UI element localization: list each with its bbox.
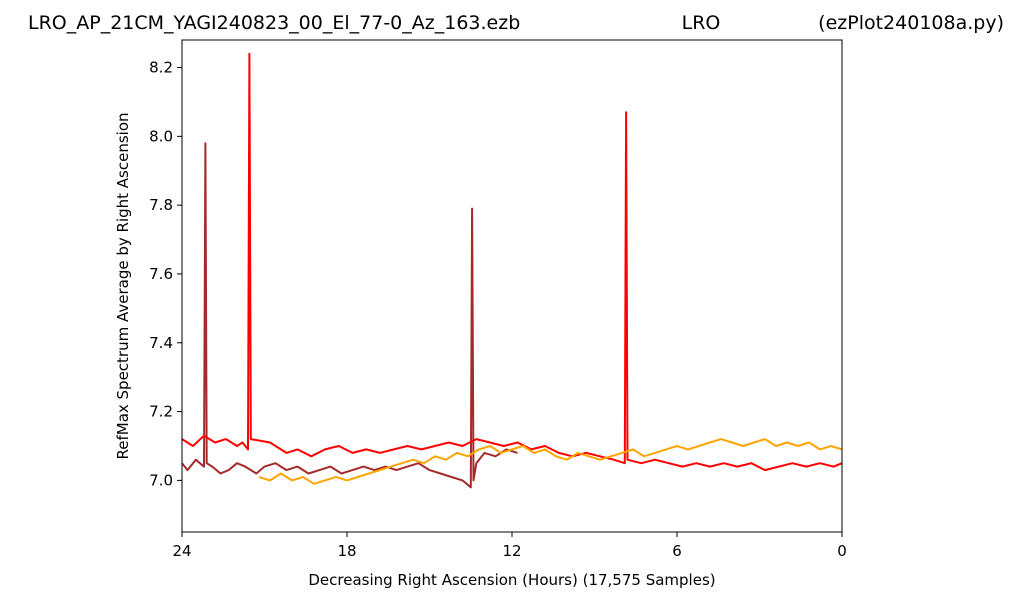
chart-title-filename: LRO_AP_21CM_YAGI240823_00_El_77-0_Az_163… [28, 12, 520, 34]
y-tick-label: 7.0 [149, 471, 173, 489]
x-tick-label: 24 [172, 542, 191, 560]
y-tick-label: 8.0 [149, 127, 173, 145]
y-axis: 7.0 7.2 7.4 7.6 7.8 8.0 8.2 [149, 59, 182, 489]
series-line-2 [182, 52, 842, 472]
y-tick-label: 7.2 [149, 403, 173, 421]
x-tick-label: 0 [837, 542, 847, 560]
chart-title-script: (ezPlot240108a.py) [818, 12, 1004, 34]
x-axis-label: Decreasing Right Ascension (Hours) (17,5… [308, 571, 715, 589]
series-line-1 [182, 142, 518, 489]
x-tick-label: 18 [337, 542, 356, 560]
y-tick-label: 7.8 [149, 196, 173, 214]
x-tick-label: 12 [502, 542, 521, 560]
series-layer [182, 52, 842, 489]
x-axis: 24 18 12 6 0 [172, 532, 847, 560]
y-tick-label: 7.6 [149, 265, 173, 283]
x-tick-label: 6 [672, 542, 682, 560]
y-axis-label: RefMax Spectrum Average by Right Ascensi… [114, 112, 132, 459]
y-tick-label: 7.4 [149, 334, 173, 352]
chart-title-observatory: LRO [682, 12, 721, 34]
y-tick-label: 8.2 [149, 59, 173, 77]
series-line-3 [258, 438, 842, 485]
